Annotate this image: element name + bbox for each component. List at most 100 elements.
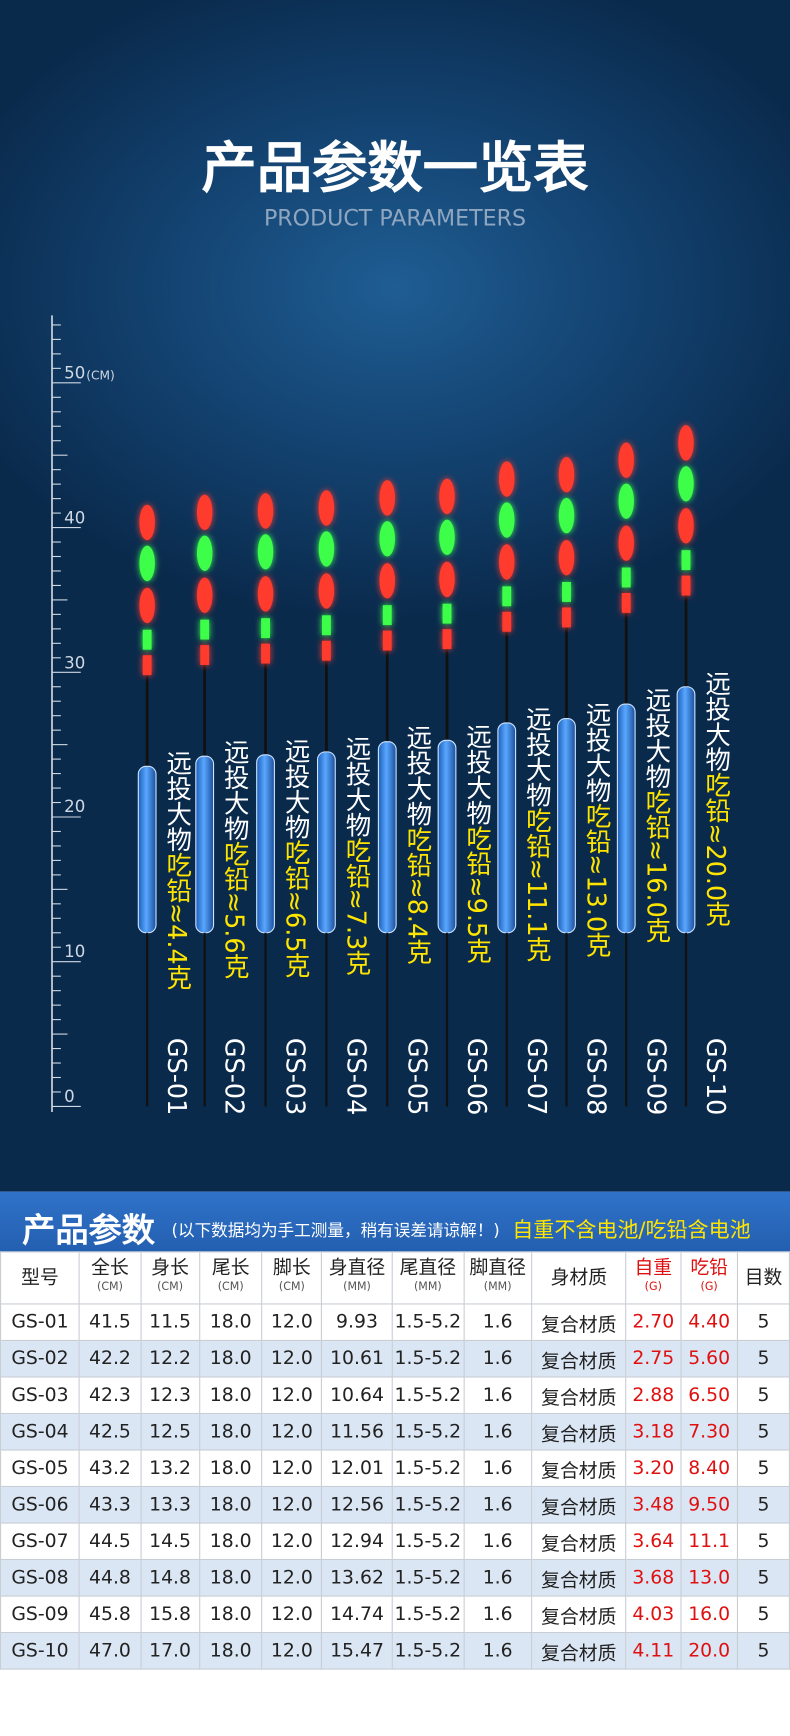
table-cell: 10.64 (321, 1376, 393, 1415)
header-label: 型号 (21, 1266, 59, 1289)
float-load: 吃铅≈9.5克 (461, 825, 491, 964)
table-cell: 18.0 (199, 1303, 263, 1342)
table-row: GS-02 42.2 12.2 18.0 12.0 10.61 1.5-5.2 1.6 复合材质… (0, 1339, 790, 1378)
light-segment (261, 618, 270, 639)
float-body (377, 741, 397, 934)
ruler-label: 50 (64, 362, 86, 383)
table-cell: 9.50 (680, 1485, 739, 1524)
float-name: 远投大物 (640, 687, 670, 790)
table-cell: 1.5-5.2 (391, 1376, 465, 1415)
header-cell: 身直径 (MM) (321, 1251, 393, 1305)
float-model: GS-06 (461, 1037, 491, 1116)
table-cell: 5 (737, 1376, 790, 1415)
table-cell: GS-01 (0, 1303, 80, 1342)
table-cell: GS-02 (0, 1339, 80, 1378)
float-load: 吃铅≈11.1克 (521, 808, 550, 963)
float-load: 吃铅≈20.0克 (700, 771, 730, 927)
table-cell: 2.88 (625, 1376, 682, 1415)
float-model: GS-01 (161, 1037, 191, 1116)
ruler-label: 30 (64, 652, 86, 673)
table-cell: 5 (737, 1558, 790, 1597)
light-bulb (196, 577, 213, 613)
float-body (137, 765, 157, 934)
float-name: 远投大物 (340, 735, 370, 838)
table-cell: 1.5-5.2 (391, 1449, 465, 1488)
float-name: 远投大物 (219, 739, 248, 842)
light-bulb (139, 545, 155, 582)
light-bulb (678, 425, 694, 461)
light-bulb (379, 521, 395, 557)
header-cell: 脚长 (CM) (261, 1251, 323, 1305)
table-cell: 12.0 (261, 1522, 323, 1561)
float-load: 吃铅≈16.0克 (640, 789, 670, 944)
table-cell: 复合材质 (531, 1485, 627, 1524)
table-cell: 13.62 (321, 1558, 393, 1597)
float-load: 吃铅≈8.4克 (401, 826, 431, 966)
table-row: GS-05 43.2 13.2 18.0 12.0 12.01 1.5-5.2 1.6 复合材质… (0, 1449, 790, 1488)
light-bulb (499, 502, 515, 538)
table-cell: 1.6 (463, 1449, 533, 1488)
table-cell: GS-04 (0, 1412, 80, 1451)
table-cell: 5 (737, 1449, 790, 1488)
float (195, 494, 215, 1107)
header-label: 脚长 (273, 1256, 311, 1280)
float-load: 吃铅≈6.5克 (279, 839, 309, 979)
table-cell: 18.0 (199, 1412, 263, 1451)
float (676, 425, 696, 1107)
float-model: GS-04 (340, 1037, 370, 1116)
header-unit: (MM) (343, 1281, 371, 1294)
table-cell: 1.5-5.2 (391, 1485, 465, 1524)
float-model: GS-07 (521, 1037, 550, 1116)
table-row: GS-04 42.5 12.5 18.0 12.0 11.56 1.5-5.2 1.6 复合材质… (0, 1412, 790, 1451)
light-segment (621, 592, 631, 613)
table-row: GS-06 43.3 13.3 18.0 12.0 12.56 1.5-5.2 1.6 复合材质… (0, 1485, 790, 1524)
table-cell: GS-05 (0, 1449, 80, 1488)
table-cell: 12.3 (139, 1376, 201, 1415)
ruler-label: 0 (64, 1086, 75, 1107)
float (437, 478, 457, 1107)
float-caption: 远投大物吃铅≈8.4克 (402, 725, 431, 965)
light-bulb (439, 478, 455, 515)
float-body (195, 755, 215, 934)
table-cell: 12.01 (321, 1449, 393, 1488)
table-cell: 42.2 (78, 1339, 142, 1378)
table-cell: 9.93 (321, 1303, 393, 1342)
float-body (676, 686, 696, 934)
table-cell: 18.0 (199, 1485, 263, 1524)
table-cell: 3.64 (625, 1522, 682, 1561)
table-cell: 2.70 (625, 1303, 682, 1342)
light-segment (321, 640, 331, 661)
table-cell: 18.0 (199, 1631, 263, 1670)
light-bulb (439, 561, 455, 598)
table-cell: 5 (737, 1303, 790, 1342)
table-cell: 12.0 (261, 1631, 323, 1670)
float (497, 461, 517, 1107)
light-segment (200, 619, 210, 640)
header-unit: (G) (700, 1281, 718, 1294)
float-tail (439, 478, 455, 741)
float-tail (558, 456, 575, 719)
float-caption: 远投大物吃铅≈11.1克 (521, 706, 550, 962)
ruler-label: 20 (64, 797, 86, 817)
float-caption: 远投大物吃铅≈4.4克 (162, 750, 191, 990)
table-cell: 5 (737, 1412, 790, 1451)
table-cell: GS-03 (0, 1376, 80, 1415)
float-tail (678, 425, 694, 687)
table-cell: 42.3 (78, 1376, 142, 1415)
table-header-band: 产品参数 (以下数据均为手工测量，稍有误差请谅解！) 自重不含电池/吃铅含电池 (0, 1191, 790, 1252)
table-row: GS-01 41.5 11.5 18.0 12.0 9.93 1.5-5.2 1.6 复合材质 2… (0, 1303, 790, 1342)
light-segment (142, 655, 152, 676)
light-segment (502, 611, 512, 632)
float-caption: 远投大物吃铅≈20.0克 (700, 670, 729, 926)
float (616, 442, 636, 1107)
header-cell: 尾长 (CM) (199, 1251, 263, 1305)
table-cell: 12.0 (261, 1485, 323, 1524)
table-cell: 15.8 (139, 1595, 201, 1634)
table-cell: 43.2 (78, 1449, 142, 1488)
float-body (557, 718, 576, 934)
header-cell: 身材质 (531, 1251, 627, 1305)
light-segment (321, 615, 331, 636)
table-cell: GS-07 (0, 1522, 80, 1561)
float-tail (257, 493, 274, 755)
table-row: GS-09 45.8 15.8 18.0 12.0 14.74 1.5-5.2 1.6 复合材质… (0, 1595, 790, 1634)
